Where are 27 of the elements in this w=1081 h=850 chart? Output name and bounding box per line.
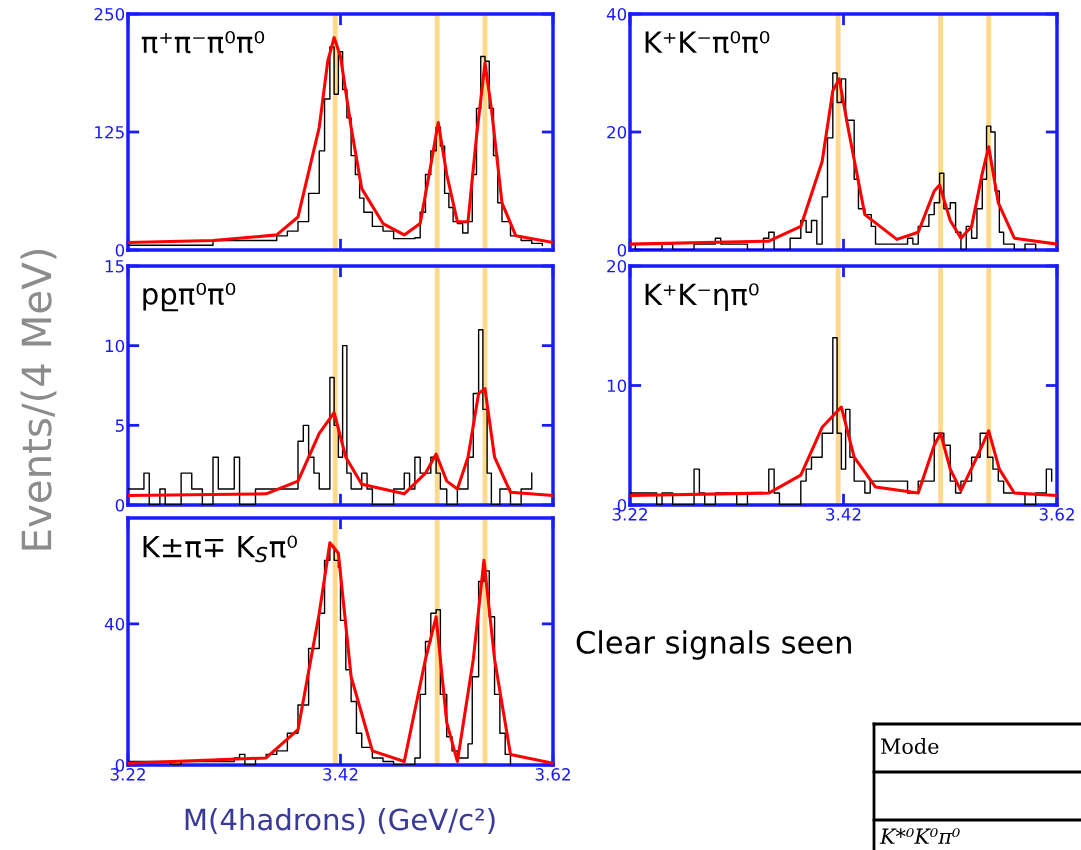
- y-tick-label: 15: [105, 260, 124, 273]
- y-tick-label: 250: [94, 7, 125, 21]
- x-tick-label: 3.62: [535, 768, 570, 781]
- y-tick-label: 20: [607, 259, 627, 273]
- text: K⁺K⁻ηπ⁰: [645, 283, 759, 311]
- x-tick-label: 3.62: [1039, 508, 1074, 521]
- text: Clear signals seen: [576, 630, 851, 660]
- y-tick-label: 0: [115, 498, 125, 512]
- y-tick-label: 125: [95, 125, 124, 139]
- x-axis-title: M(4hadrons) (GeV/c²): [185, 807, 495, 834]
- y-tick-label: 0: [115, 243, 125, 257]
- chart-title: K⁺K⁻π⁰π⁰: [645, 31, 770, 54]
- y-tick-label: 0: [617, 243, 627, 257]
- y-tick-label: 40: [104, 617, 125, 631]
- text: K*⁰K⁰π⁰: [879, 828, 960, 844]
- y-tick-label: 5: [115, 419, 124, 432]
- x-tick-label: 3.42: [826, 508, 861, 521]
- y-tick-label: 20: [607, 125, 627, 139]
- y-tick-label: 10: [105, 339, 125, 353]
- x-tick-label: 3.42: [323, 768, 358, 781]
- text: K±π∓ K$_{S}$π⁰: [143, 535, 297, 563]
- y-axis-title: Events/(4 MeV): [20, 250, 57, 550]
- chart-title: π⁺π⁻π⁰π⁰: [141, 31, 265, 54]
- text: Mode: [881, 737, 939, 755]
- y-tick-label: 40: [606, 7, 627, 21]
- y-tick-label: 10: [607, 379, 627, 393]
- text: pp̲π⁰π⁰: [143, 282, 236, 312]
